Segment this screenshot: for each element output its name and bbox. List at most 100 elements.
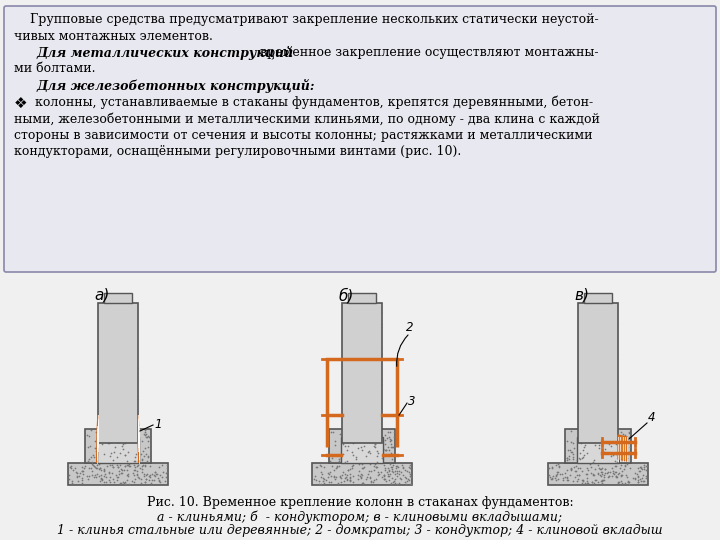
Point [110,315,122,323]
Text: Рис. 10. Временное крепление колонн в стаканах фундаментов:: Рис. 10. Временное крепление колонн в ст… [147,496,573,509]
Point [112,354,124,363]
Point [356,320,368,329]
Point [93,471,104,480]
Point [580,455,592,463]
Point [391,467,402,476]
Point [130,362,142,371]
Point [574,345,585,354]
Point [111,330,122,339]
Point [610,408,621,416]
Point [575,454,586,463]
Point [389,470,400,478]
Point [110,444,122,453]
Point [373,309,384,318]
Point [632,478,644,487]
Point [384,428,396,437]
Point [121,390,132,399]
Point [581,322,593,330]
Point [374,380,386,389]
Point [372,365,383,374]
Point [594,405,606,414]
Point [343,346,354,354]
Point [574,312,585,321]
Point [318,474,329,482]
Point [119,326,130,335]
Point [345,292,356,301]
Point [93,465,104,474]
Point [103,420,114,428]
Point [110,342,122,351]
Point [364,353,376,361]
Point [125,318,137,327]
Point [111,364,122,373]
Point [365,402,377,411]
Point [348,366,359,375]
Point [77,474,89,482]
Point [346,428,358,437]
Point [603,426,614,435]
Point [578,308,590,317]
Point [603,301,615,309]
Point [367,428,379,436]
Point [369,330,381,339]
Point [105,434,117,443]
Point [106,383,117,392]
Point [338,305,349,314]
Point [351,366,363,375]
Point [97,390,109,399]
Point [337,434,348,443]
Point [609,367,621,376]
Point [130,456,141,465]
Point [364,327,375,336]
Point [366,395,377,403]
Point [127,359,139,368]
Point [609,443,621,452]
Point [552,475,564,483]
Point [369,410,381,418]
Point [608,429,619,438]
Point [349,362,361,371]
Point [110,354,122,362]
Point [99,397,110,406]
Point [97,401,109,410]
Point [603,429,615,437]
Point [344,470,356,478]
Point [374,414,386,423]
Point [375,449,387,458]
Point [593,464,605,472]
Point [130,335,142,344]
Point [608,426,620,435]
Point [119,414,130,422]
Point [104,413,116,422]
Point [116,373,127,381]
Point [122,435,133,443]
Point [123,332,135,340]
Point [129,456,140,464]
Point [354,323,366,332]
Point [339,363,351,372]
Point [125,363,136,372]
Point [359,326,371,335]
Point [596,336,608,345]
Point [344,431,356,440]
Point [97,411,109,420]
Point [103,406,114,414]
Point [361,312,373,320]
Point [608,364,619,373]
Point [98,381,109,390]
Point [602,333,613,341]
Point [608,310,619,319]
Point [344,473,356,482]
Point [112,336,123,345]
Point [577,432,589,441]
Point [382,443,394,452]
Point [576,337,588,346]
Point [118,312,130,321]
Point [360,340,372,348]
Point [103,352,114,360]
Point [590,306,602,315]
Point [96,475,108,483]
Point [597,355,608,363]
Point [588,429,600,437]
Point [108,351,120,360]
